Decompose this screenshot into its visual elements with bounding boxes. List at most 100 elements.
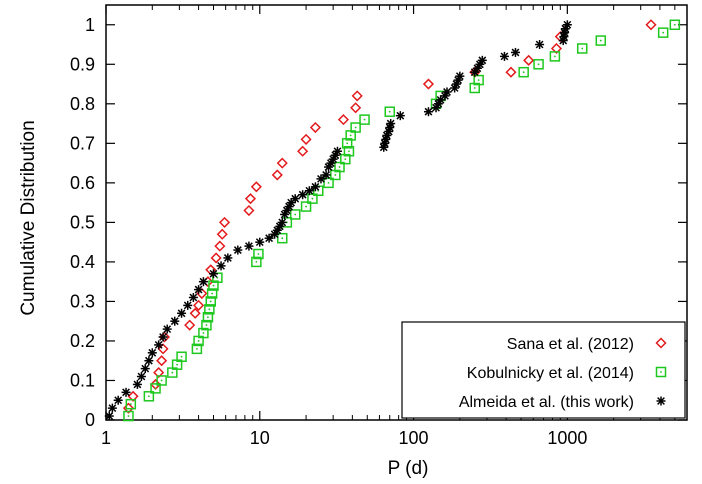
marker-square-dot [349, 134, 352, 137]
data-point-diamond [218, 216, 231, 228]
marker-square-dot [311, 197, 314, 200]
data-point-asterisk [183, 300, 193, 310]
marker-square-outline [143, 391, 155, 402]
data-point-asterisk [442, 87, 452, 97]
data-point-square [384, 106, 395, 117]
marker-square-dot [346, 142, 349, 145]
marker-asterisk-stroke [305, 186, 314, 195]
legend-marker-square [655, 366, 667, 378]
marker-square-dot [147, 395, 150, 398]
data-point-square [204, 304, 215, 315]
data-point-asterisk [423, 107, 433, 117]
marker-asterisk-stroke [265, 234, 274, 243]
marker-asterisk-stroke [209, 269, 218, 278]
data-point-diamond [189, 307, 201, 319]
data-point-asterisk [298, 190, 308, 200]
marker-asterisk-stroke [298, 190, 307, 199]
data-point-square [206, 288, 218, 299]
marker-square-dot [522, 71, 525, 74]
data-point-asterisk [477, 55, 487, 65]
marker-square-dot [477, 79, 480, 81]
marker-square-outline [251, 256, 262, 268]
marker-square-dot [344, 158, 347, 161]
data-point-asterisk [194, 285, 204, 295]
marker-asterisk-stroke [108, 404, 117, 413]
marker-square-dot [354, 126, 357, 129]
marker-square-outline [191, 343, 203, 355]
marker-square-dot [255, 261, 258, 263]
marker-square-dot [154, 387, 157, 390]
marker-square-dot [537, 63, 540, 66]
data-point-diamond [127, 390, 139, 402]
data-point-asterisk [104, 411, 114, 421]
marker-square-dot [334, 174, 337, 176]
y-axis-title: Cumulative Distribution [18, 120, 39, 315]
marker-square-dot [209, 300, 212, 303]
marker-asterisk-stroke [311, 182, 320, 191]
marker-square-dot [660, 371, 662, 373]
y-tick-label: 0.6 [70, 173, 95, 193]
data-point-square [143, 391, 155, 402]
legend-marker-diamond [655, 337, 667, 349]
marker-asterisk-stroke [245, 242, 253, 251]
legend-marker-asterisk [656, 396, 666, 406]
data-point-diamond [243, 204, 255, 217]
data-point-square [350, 122, 361, 133]
x-tick-label: 10 [250, 428, 270, 448]
data-point-diamond [276, 157, 288, 169]
data-point-asterisk [147, 348, 157, 358]
y-tick-label: 0.2 [70, 331, 95, 351]
marker-square-outline [201, 319, 212, 331]
data-point-asterisk [290, 194, 300, 204]
data-point-diamond [351, 90, 363, 102]
data-point-square [277, 232, 288, 244]
marker-asterisk-stroke [189, 293, 198, 302]
marker-square-outline [341, 138, 353, 149]
data-point-diamond [645, 19, 657, 31]
data-point-asterisk [277, 217, 287, 227]
marker-square-outline [204, 304, 215, 315]
marker-asterisk-stroke [159, 333, 167, 341]
marker-asterisk-stroke [199, 277, 208, 286]
y-tick-label: 1 [85, 15, 95, 35]
legend-label: Sana et al. (2012) [507, 336, 634, 353]
marker-square-outline [669, 19, 681, 31]
data-point-square [657, 27, 669, 38]
marker-asterisk-stroke [396, 111, 405, 120]
marker-square-dot [197, 340, 200, 342]
data-point-asterisk [223, 253, 233, 263]
data-point-asterisk [140, 364, 150, 374]
data-point-diamond [337, 114, 350, 126]
y-axis-ticks: 0 0.1 0.2 0.3 0.4 0.5 0.6 0.7 0.8 0.9 1 [70, 15, 687, 430]
marker-square-dot [208, 308, 211, 311]
data-point-square [300, 201, 312, 212]
marker-asterisk-stroke [223, 254, 232, 262]
data-point-diamond [153, 367, 165, 379]
data-point-diamond [505, 66, 517, 78]
data-point-asterisk [107, 403, 117, 413]
data-point-diamond [271, 169, 283, 181]
y-tick-label: 0.7 [70, 133, 95, 153]
legend-box [401, 321, 686, 419]
marker-square-dot [281, 237, 284, 240]
x-tick-label: 1 [101, 428, 111, 448]
marker-square-outline [253, 248, 264, 260]
marker-square-dot [129, 403, 132, 406]
y-tick-label: 0.8 [70, 94, 95, 114]
marker-square-dot [363, 118, 366, 121]
x-axis-ticks: 1 10 100 1000 [101, 5, 688, 448]
data-point-asterisk [310, 182, 320, 192]
marker-square-dot [205, 324, 208, 327]
marker-square-outline [384, 106, 395, 117]
marker-square-dot [176, 363, 179, 366]
marker-square-dot [327, 181, 330, 184]
data-point-asterisk [264, 233, 274, 243]
marker-asterisk-stroke [278, 218, 287, 227]
data-point-asterisk [198, 277, 208, 287]
marker-asterisk-stroke [317, 174, 325, 183]
marker-square-dot [388, 110, 391, 113]
data-point-diamond [184, 319, 196, 331]
data-point-asterisk [188, 292, 198, 302]
marker-square-outline [300, 201, 312, 212]
marker-square-outline [123, 410, 134, 422]
